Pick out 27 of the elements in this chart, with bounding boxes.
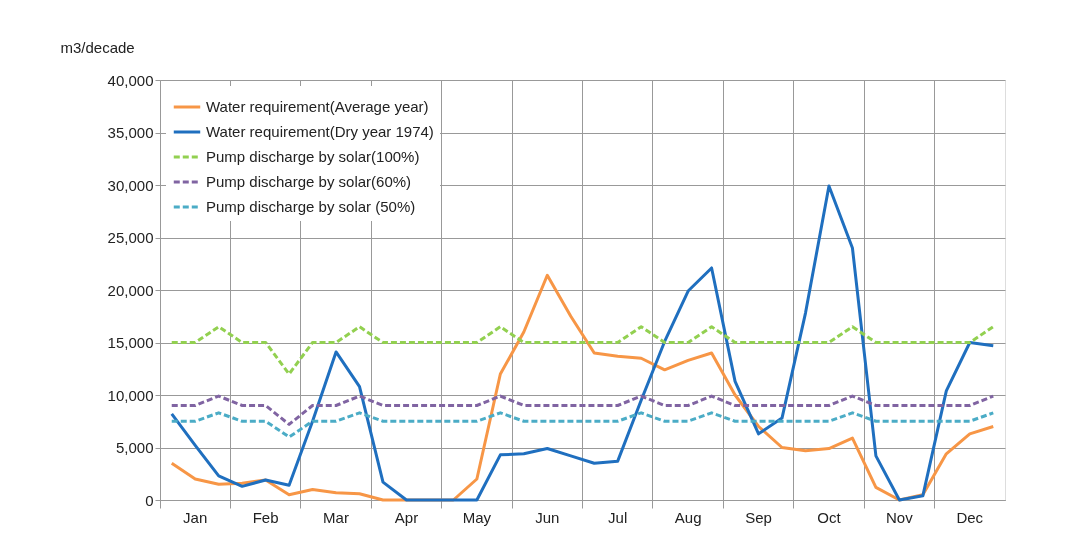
x-tick-label: Feb	[252, 508, 279, 526]
legend-label: Pump discharge by solar (50%)	[206, 198, 416, 215]
x-tick-label: Jul	[608, 508, 628, 526]
x-tick-label: May	[462, 508, 492, 526]
legend-label: Water requirement(Dry year 1974)	[206, 123, 434, 140]
x-tick-label: Jan	[183, 508, 208, 526]
y-tick-label: 0	[145, 491, 154, 509]
x-tick-label: Nov	[886, 508, 914, 526]
x-tick-label: Jun	[535, 508, 560, 526]
y-tick-label: 35,000	[107, 124, 154, 141]
legend-label: Pump discharge by solar(60%)	[206, 173, 412, 190]
y-tick-label: 30,000	[107, 176, 154, 194]
x-tick-label: Mar	[323, 508, 349, 526]
y-tick-label: 20,000	[107, 281, 154, 299]
x-tick-label: Oct	[817, 508, 842, 526]
legend-label: Pump discharge by solar(100%)	[206, 148, 420, 165]
y-tick-label: 10,000	[107, 386, 154, 404]
x-tick-label: Aug	[674, 508, 702, 526]
x-tick-label: Apr	[394, 508, 419, 526]
x-tick-label: Dec	[956, 508, 984, 526]
x-tick-label: Sep	[745, 508, 772, 526]
legend-label: Water requirement(Average year)	[206, 98, 429, 115]
y-tick-label: 40,000	[107, 71, 154, 89]
y-tick-label: 15,000	[107, 334, 154, 351]
y-tick-label: 25,000	[107, 229, 154, 246]
y-axis-title: m3/decade	[60, 38, 135, 56]
y-tick-label: 5,000	[115, 439, 154, 456]
